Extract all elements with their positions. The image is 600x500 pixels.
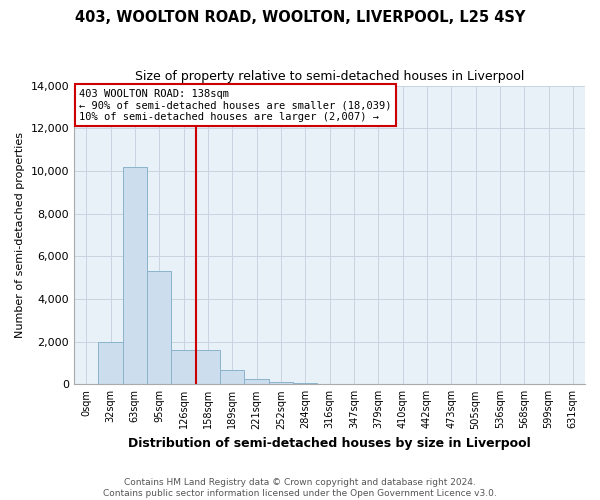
Bar — [147, 271, 172, 384]
Bar — [269, 382, 293, 384]
Bar — [98, 342, 123, 384]
Bar — [220, 370, 244, 384]
X-axis label: Distribution of semi-detached houses by size in Liverpool: Distribution of semi-detached houses by … — [128, 437, 531, 450]
Text: 403 WOOLTON ROAD: 138sqm
← 90% of semi-detached houses are smaller (18,039)
10% : 403 WOOLTON ROAD: 138sqm ← 90% of semi-d… — [79, 88, 392, 122]
Bar — [196, 350, 220, 384]
Text: Contains HM Land Registry data © Crown copyright and database right 2024.
Contai: Contains HM Land Registry data © Crown c… — [103, 478, 497, 498]
Text: 403, WOOLTON ROAD, WOOLTON, LIVERPOOL, L25 4SY: 403, WOOLTON ROAD, WOOLTON, LIVERPOOL, L… — [75, 10, 525, 25]
Bar — [244, 380, 269, 384]
Y-axis label: Number of semi-detached properties: Number of semi-detached properties — [15, 132, 25, 338]
Bar — [293, 383, 317, 384]
Bar — [123, 166, 147, 384]
Bar — [172, 350, 196, 384]
Title: Size of property relative to semi-detached houses in Liverpool: Size of property relative to semi-detach… — [135, 70, 524, 83]
